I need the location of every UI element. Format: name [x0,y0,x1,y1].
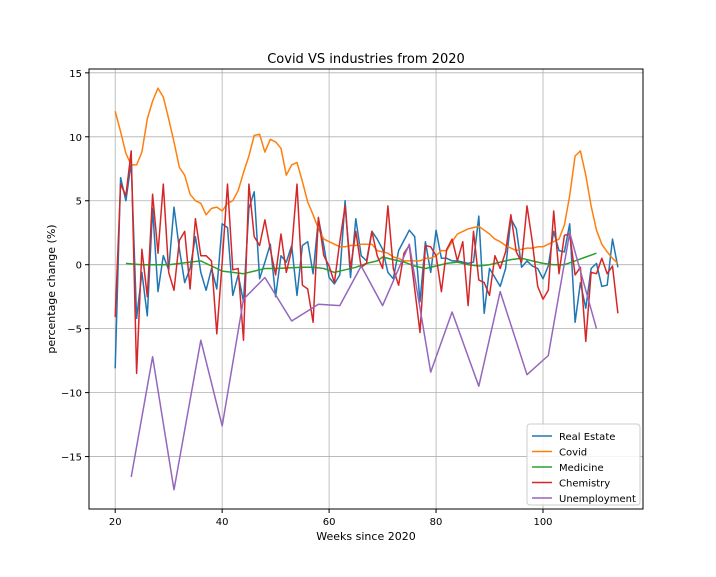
legend-box [526,423,641,506]
axis-ticks: 20 40 60 80 100 −15 −10 −5 0 5 10 15 [61,69,553,528]
x-tick-label: 20 [109,517,122,528]
series-line-medicine [125,252,597,275]
legend-label-unemployment: Unemployment [559,494,636,505]
legend-label-real-estate: Real Estate [559,432,615,443]
legend-label-covid: Covid [559,448,587,459]
y-tick-label: 5 [76,197,82,208]
x-tick-label: 80 [430,517,443,528]
y-tick-label: −15 [61,453,82,464]
legend: Real Estate Covid Medicine Chemistry Unemplo… [526,423,641,506]
series-line-covid [114,87,619,264]
legend-label-medicine: Medicine [559,463,604,474]
legend-label-chemistry: Chemistry [559,479,610,490]
chart-title: Covid VS industries from 2020 [267,52,465,67]
x-tick-label: 100 [533,517,552,528]
y-tick-label: 0 [76,261,82,272]
y-tick-label: 10 [69,133,82,144]
series-line-chemistry [114,150,619,375]
y-tick-label: −10 [61,389,82,400]
y-axis-label: percentage change (%) [45,224,58,353]
x-tick-label: 40 [216,517,229,528]
y-tick-label: −5 [67,325,82,336]
plot-frame [88,68,644,510]
series-line-unemployment [130,231,598,491]
series-lines [114,87,619,491]
x-tick-label: 60 [323,517,336,528]
x-axis-label: Weeks since 2020 [316,530,415,543]
y-tick-label: 15 [69,69,82,80]
